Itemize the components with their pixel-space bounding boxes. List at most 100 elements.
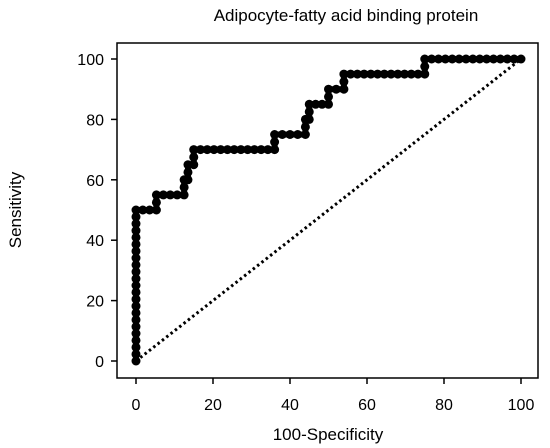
roc-curve-point bbox=[209, 145, 219, 155]
roc-curve-point bbox=[304, 114, 314, 124]
roc-curve-point bbox=[202, 145, 212, 155]
x-tick-label: 80 bbox=[435, 397, 453, 414]
roc-curve-point bbox=[183, 175, 193, 185]
roc-curve-point bbox=[293, 130, 303, 139]
y-tick-label: 100 bbox=[77, 52, 104, 69]
roc-curve-point bbox=[324, 92, 333, 102]
roc-curve-point bbox=[243, 145, 253, 155]
roc-curve-point bbox=[131, 212, 141, 222]
roc-curve-point bbox=[373, 69, 383, 79]
roc-curve-point bbox=[131, 301, 141, 311]
roc-curve-point bbox=[131, 253, 141, 263]
y-tick-label: 0 bbox=[95, 354, 104, 371]
roc-curve-point bbox=[131, 294, 141, 304]
roc-curve-point bbox=[131, 335, 141, 345]
reference-diagonal-line bbox=[135, 57, 522, 363]
axis-ticks: 0 20 40 60 80 100 0 20 40 60 80 100 bbox=[77, 52, 534, 414]
roc-curve-point bbox=[359, 69, 369, 79]
roc-curve-point bbox=[304, 99, 314, 109]
roc-curve-point bbox=[165, 190, 175, 200]
roc-curve-point bbox=[131, 329, 141, 339]
roc-curve-point bbox=[183, 167, 193, 177]
roc-curve-point bbox=[324, 84, 333, 94]
roc-curve-point bbox=[324, 99, 333, 109]
x-axis-label: 100-Specificity bbox=[273, 425, 384, 444]
roc-curve-point bbox=[145, 205, 155, 215]
roc-curve-point bbox=[131, 308, 141, 318]
roc-curve-point bbox=[263, 145, 273, 155]
y-tick-label: 80 bbox=[86, 112, 104, 129]
roc-curve-point bbox=[420, 62, 430, 72]
roc-curve-point bbox=[131, 274, 141, 284]
roc-curve-point bbox=[304, 107, 314, 117]
roc-curve-point bbox=[482, 54, 492, 64]
roc-curve-point bbox=[131, 322, 141, 332]
roc-curve-point bbox=[270, 137, 280, 147]
roc-curve-point bbox=[131, 287, 141, 297]
roc-curve-point bbox=[461, 54, 471, 64]
roc-curve-point bbox=[138, 205, 148, 215]
x-tick-label: 20 bbox=[204, 397, 222, 414]
roc-curve-point bbox=[131, 239, 141, 249]
roc-curve-point bbox=[131, 342, 141, 352]
roc-curve-point bbox=[236, 145, 246, 155]
roc-curve-point bbox=[189, 160, 199, 170]
roc-curve-point bbox=[151, 205, 161, 215]
roc-curve-point bbox=[393, 69, 403, 79]
roc-curve-point bbox=[400, 69, 410, 79]
roc-curve-point bbox=[331, 84, 341, 94]
y-axis-label: Sensitivity bbox=[6, 171, 25, 248]
roc-curve-point bbox=[502, 54, 512, 64]
roc-curve-point bbox=[339, 77, 349, 87]
roc-curve-point bbox=[249, 145, 259, 155]
roc-curve-point bbox=[468, 54, 478, 64]
y-tick-label: 40 bbox=[86, 233, 104, 250]
roc-curve-point bbox=[386, 69, 396, 79]
roc-curve-point bbox=[454, 54, 464, 64]
roc-curve-point bbox=[475, 54, 485, 64]
roc-curve-point bbox=[131, 349, 141, 359]
roc-curve-point bbox=[131, 267, 141, 277]
series-layer bbox=[131, 54, 526, 366]
roc-curve-point bbox=[366, 69, 376, 79]
roc-curve-point bbox=[131, 246, 141, 256]
roc-curve-point bbox=[189, 145, 199, 155]
roc-curve-point bbox=[447, 54, 457, 64]
x-tick-label: 100 bbox=[508, 397, 535, 414]
roc-curve-point bbox=[406, 69, 416, 79]
roc-curve-point bbox=[379, 69, 389, 79]
roc-curve-point bbox=[189, 152, 199, 162]
roc-curve-point bbox=[352, 69, 362, 79]
roc-curve-point bbox=[158, 190, 168, 200]
roc-curve-point bbox=[413, 69, 423, 79]
roc-curve-point bbox=[339, 84, 349, 94]
roc-curve-point bbox=[131, 281, 141, 290]
x-tick-label: 0 bbox=[132, 397, 141, 414]
roc-curve-point bbox=[434, 54, 443, 64]
roc-curve-point bbox=[311, 99, 321, 109]
x-tick-label: 60 bbox=[358, 397, 376, 414]
roc-curve-point bbox=[420, 54, 430, 64]
roc-curve-point bbox=[131, 260, 141, 270]
roc-curve-point bbox=[300, 122, 310, 132]
roc-curve-point bbox=[495, 54, 505, 64]
roc-curve-point bbox=[300, 130, 310, 139]
roc-curve-point bbox=[172, 190, 182, 200]
y-tick-label: 60 bbox=[86, 173, 104, 190]
roc-curve-point bbox=[270, 145, 280, 155]
roc-curve-point bbox=[179, 182, 189, 192]
roc-curve-point bbox=[131, 219, 141, 229]
roc-curve-point bbox=[195, 145, 205, 155]
roc-curve-point bbox=[270, 130, 280, 139]
roc-curve-point bbox=[489, 54, 498, 64]
chart-title: Adipocyte-fatty acid binding protein bbox=[214, 6, 479, 25]
roc-curve-point bbox=[420, 69, 430, 79]
roc-curve-point bbox=[229, 145, 239, 155]
x-tick-label: 40 bbox=[281, 397, 299, 414]
roc-curve-point bbox=[346, 69, 356, 79]
roc-curve-point bbox=[179, 190, 189, 200]
roc-curve-point bbox=[131, 232, 141, 242]
roc-curve-point bbox=[427, 54, 437, 64]
roc-curve-point bbox=[131, 315, 141, 325]
